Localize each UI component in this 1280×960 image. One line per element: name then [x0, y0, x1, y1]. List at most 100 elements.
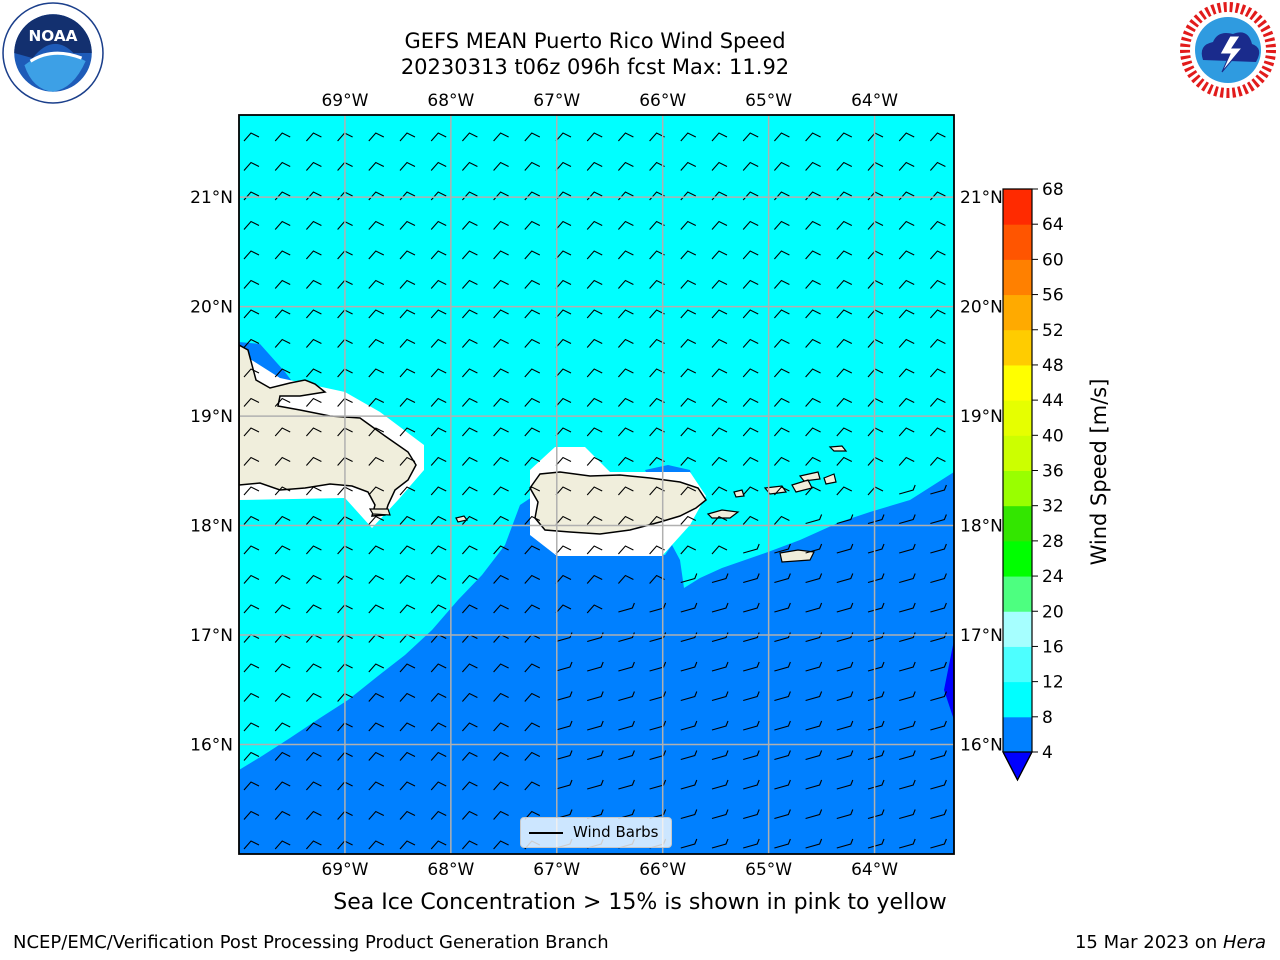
wind-barb: [711, 279, 728, 289]
wind-barb: [836, 368, 853, 378]
wind-barb: [305, 220, 322, 230]
lat-tick-label: 17°N: [960, 626, 1003, 646]
footer-date: 15 Mar 2023 on Hera: [1075, 932, 1266, 953]
wind-barb: [680, 602, 698, 613]
wind-barb: [461, 486, 478, 496]
wind-barb: [680, 632, 698, 643]
wind-barb: [461, 368, 478, 378]
wind-barb: [243, 132, 260, 142]
wind-barb: [805, 750, 823, 761]
wind-barb: [399, 338, 416, 348]
wind-barb: [243, 338, 260, 348]
wind-barb: [274, 309, 291, 319]
wind-barb: [929, 132, 946, 142]
wind-barb: [399, 604, 416, 614]
wind-barb: [461, 220, 478, 230]
wind-barb: [555, 574, 572, 584]
wind-barb: [680, 661, 698, 672]
colorbar-label: Wind Speed [m/s]: [1087, 379, 1111, 566]
wind-barb: [243, 279, 260, 289]
wind-barb: [430, 397, 447, 407]
wind-barb: [274, 161, 291, 171]
wind-barb: [243, 456, 260, 466]
wind-barb: [930, 543, 947, 554]
wind-barb: [805, 779, 823, 790]
wind-barb: [305, 663, 322, 673]
wind-barb: [524, 663, 541, 673]
wind-barb: [368, 663, 385, 673]
wind-barb: [899, 602, 916, 613]
lon-tick-label: 65°W: [745, 91, 792, 111]
lat-tick-label: 18°N: [960, 517, 1003, 537]
wind-barb: [836, 573, 854, 584]
wind-barb: [305, 338, 322, 348]
wind-barb: [555, 486, 572, 496]
wind-barb: [368, 810, 385, 820]
wind-barb: [742, 486, 759, 496]
wind-barb: [711, 368, 728, 378]
wind-barb: [555, 161, 572, 171]
wind-barb: [368, 250, 385, 260]
wind-barb: [430, 574, 447, 584]
wind-barb: [243, 663, 260, 673]
wind-barb: [899, 750, 916, 761]
wind-barb: [742, 515, 759, 525]
wind-barb: [836, 838, 854, 849]
wind-barb: [711, 838, 729, 849]
wind-barb: [493, 486, 509, 496]
wind-barb: [836, 132, 853, 142]
wind-barb: [617, 515, 634, 525]
wind-barb: [524, 486, 541, 496]
wind-barb: [743, 750, 760, 761]
wind-barb: [649, 250, 665, 260]
wind-barb: [805, 838, 823, 849]
colorbar-tick-label: 52: [1042, 321, 1064, 341]
wind-barb: [711, 161, 728, 171]
wind-barb: [399, 161, 416, 171]
wind-barb: [586, 338, 603, 348]
wind-barb: [399, 220, 416, 230]
wind-barb: [773, 309, 790, 319]
wind-barb: [930, 809, 947, 820]
wind-barb: [805, 661, 823, 672]
lon-tick-label: 67°W: [533, 860, 580, 880]
wind-barb: [524, 545, 541, 555]
lon-tick-label: 65°W: [745, 860, 792, 880]
wind-barb: [774, 632, 791, 643]
wind-barb: [711, 602, 729, 613]
map-plot-area: [239, 115, 954, 854]
lon-tick-label: 68°W: [427, 91, 474, 111]
wind-barb: [649, 132, 665, 142]
wind-barb: [368, 692, 385, 702]
wind-barb: [680, 573, 698, 584]
legend-line-swatch: [529, 832, 563, 834]
wind-barb: [586, 427, 603, 437]
lon-tick-label: 69°W: [321, 91, 368, 111]
wind-barb: [867, 543, 885, 554]
wind-barb: [399, 810, 416, 820]
wind-barb: [805, 309, 821, 319]
wind-barb: [836, 486, 853, 496]
wind-barb: [368, 427, 385, 437]
land-anegada: [828, 445, 848, 452]
wind-barb: [805, 250, 821, 260]
wind-barb: [711, 456, 728, 466]
chart-subtitle-forecast: 20230313 t06z 096h fcst Max: 11.92: [400, 55, 790, 79]
wind-barb: [617, 545, 634, 555]
wind-barb: [305, 751, 322, 761]
wind-barb: [493, 604, 509, 614]
lat-ticks-right: 16°N 17°N 18°N 19°N 20°N 21°N: [960, 188, 1003, 755]
wind-barb: [305, 368, 322, 378]
wind-barb: [555, 661, 573, 672]
wind-barb: [305, 309, 322, 319]
wind-barb: [586, 486, 603, 496]
wind-barb: [586, 515, 603, 525]
wind-barb: [243, 309, 260, 319]
wind-barb: [399, 574, 416, 584]
wind-barb: [524, 250, 541, 260]
wind-barb: [368, 486, 385, 496]
wind-barb: [243, 781, 260, 791]
wind-barb: [617, 250, 634, 260]
lat-tick-label: 19°N: [190, 407, 233, 427]
